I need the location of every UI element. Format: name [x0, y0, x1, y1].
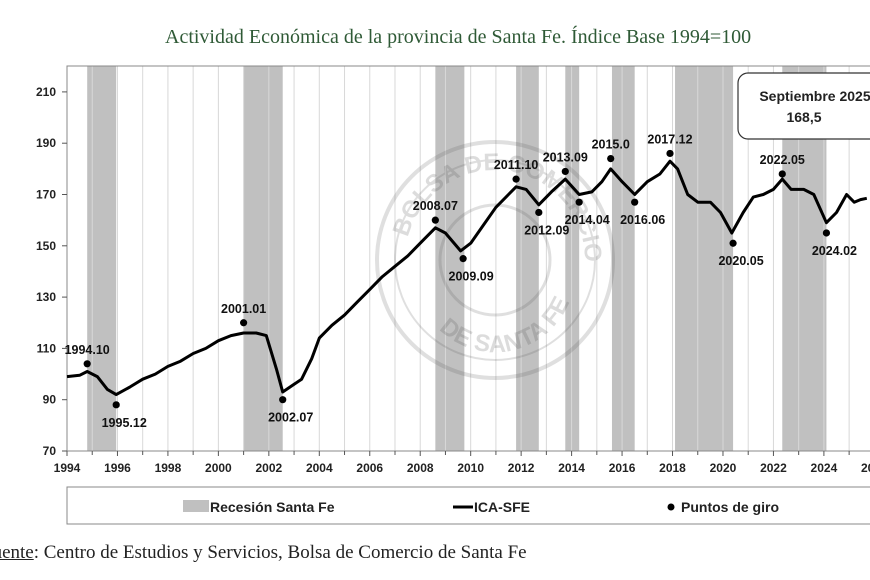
x-tick-label: 2008	[407, 461, 434, 475]
recession-band	[565, 66, 580, 451]
source-text: : Centro de Estudios y Servicios, Bolsa …	[33, 542, 527, 563]
turning-point-label: 2013.09	[543, 150, 588, 164]
turning-point-label: 2020.05	[718, 254, 763, 268]
turning-point-dot	[112, 401, 120, 409]
callout-date: Septiembre 2025	[759, 88, 870, 104]
turning-point-dot	[561, 167, 569, 176]
turning-point-label: 2016.06	[620, 213, 665, 227]
turning-point-dot	[512, 175, 520, 183]
x-tick-label: 2026	[861, 461, 870, 475]
turning-point-label: 2014.04	[565, 213, 610, 227]
turning-point-dot	[607, 154, 615, 163]
recession-bands	[87, 66, 827, 451]
turning-point-label: 2001.01	[221, 302, 266, 316]
legend-label-turning-points: Puntos de giro	[681, 499, 779, 515]
legend-label-ica: ICA-SFE	[474, 499, 530, 515]
source-label: Fuente	[0, 542, 34, 563]
x-tick-label: 2002	[255, 461, 282, 475]
turning-point-label: 2017.12	[647, 132, 692, 146]
turning-point-dot	[459, 255, 467, 263]
x-tick-label: 2000	[205, 461, 232, 475]
x-tick-label: 2012	[508, 461, 535, 475]
x-axis: 1994 1996 1998 2000 2002 2004 2006 2008 2010 2012…	[54, 451, 870, 475]
turning-point-dot	[240, 319, 248, 327]
recession-band	[243, 66, 283, 451]
recession-band	[611, 66, 635, 451]
turning-points: 1994.10 1995.12 2001.01 2002.07 2008.07 2009.…	[65, 132, 857, 429]
turning-point-label: 1994.10	[65, 343, 110, 357]
plot-frame	[66, 65, 870, 452]
turning-point-label: 2009.09	[449, 270, 494, 284]
turning-point-dot	[431, 216, 439, 224]
x-tick-label: 2010	[457, 461, 484, 475]
turning-point-label: 2008.07	[413, 199, 458, 213]
y-tick-label: 190	[36, 136, 56, 150]
x-tick-label: 1996	[104, 461, 131, 475]
turning-point-dot	[575, 198, 583, 206]
series-line-ica-sfe	[66, 159, 868, 397]
turning-point-label: 2024.02	[812, 244, 857, 258]
turning-point-label: 2022.05	[760, 153, 805, 167]
x-tick-label: 2018	[659, 461, 686, 475]
turning-point-dot	[778, 170, 786, 178]
x-tick-label: 2024	[811, 461, 838, 475]
turning-point-label: 1995.12	[102, 416, 147, 430]
turning-point-label: 2002.07	[268, 411, 313, 425]
y-tick-label: 150	[36, 239, 56, 253]
source-note: Fuente: Centro de Estudios y Servicios, …	[0, 542, 527, 564]
legend-label-recession: Recesión Santa Fe	[210, 499, 335, 515]
callout-box: Septiembre 2025 168,5	[737, 72, 870, 140]
y-tick-label: 70	[43, 444, 57, 458]
turning-point-dot	[535, 208, 543, 217]
x-tick-label: 2022	[760, 461, 787, 475]
turning-point-dot	[822, 229, 831, 237]
y-tick-label: 110	[37, 341, 57, 355]
y-tick-label: 90	[43, 393, 57, 407]
turning-point-dot	[631, 198, 639, 206]
x-tick-label: 2020	[710, 461, 737, 475]
turning-point-dot	[666, 149, 674, 158]
y-axis: 70 90 110 130 150 170 190 210	[36, 85, 67, 458]
x-tick-label: 1998	[155, 461, 182, 475]
x-tick-label: 2006	[356, 461, 383, 475]
turning-point-label: 2015.0	[592, 138, 630, 152]
legend-swatch-dot	[667, 503, 675, 511]
y-tick-label: 210	[36, 85, 56, 99]
chart-title: Actividad Económica de la provincia de S…	[165, 26, 752, 48]
legend: Recesión Santa Fe ICA-SFE Puntos de giro	[66, 486, 870, 525]
turning-point-dot	[729, 239, 737, 247]
y-tick-label: 170	[36, 188, 56, 202]
turning-point-label: 2011.10	[494, 158, 539, 172]
x-tick-label: 2016	[609, 461, 636, 475]
x-tick-label: 2004	[306, 461, 333, 475]
x-tick-label: 1994	[54, 461, 81, 475]
callout-value: 168,5	[786, 109, 821, 125]
x-tick-label: 2014	[558, 461, 585, 475]
turning-point-dot	[83, 360, 91, 368]
turning-point-label: 2012.09	[524, 223, 569, 237]
y-tick-label: 130	[36, 290, 56, 304]
recession-band	[516, 66, 539, 451]
turning-point-dot	[279, 396, 287, 404]
legend-swatch-recession	[183, 500, 209, 512]
